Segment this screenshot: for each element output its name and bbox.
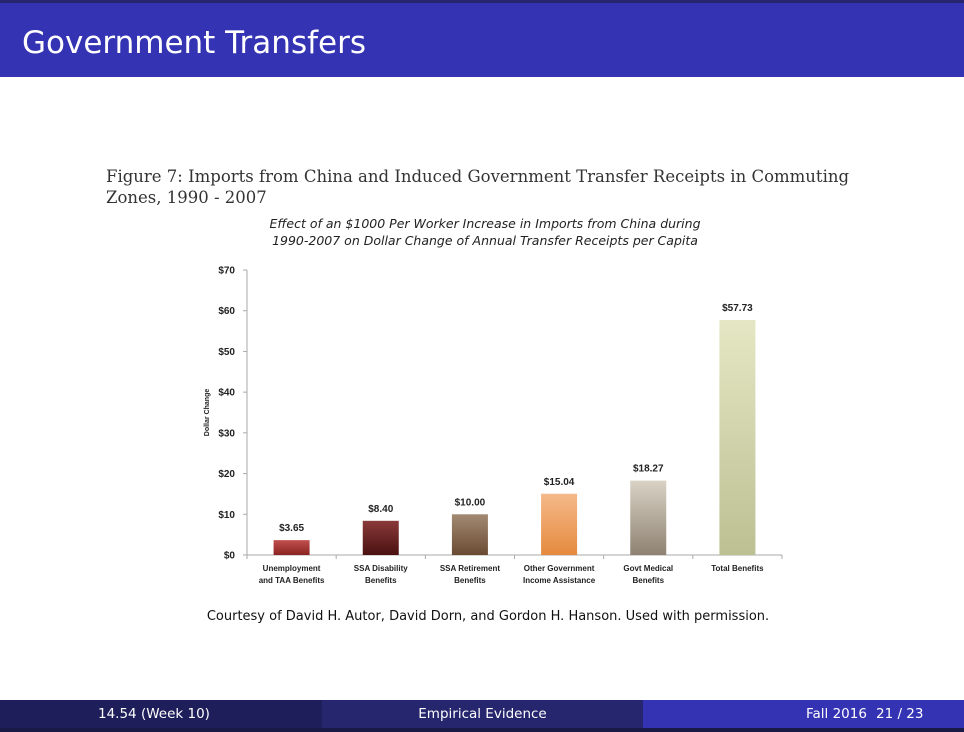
footer-bottom-line [0, 728, 964, 732]
bar [273, 540, 310, 555]
footer-left: 14.54 (Week 10) [0, 700, 322, 728]
bar [362, 520, 399, 555]
figure-caption: Figure 7: Imports from China and Induced… [106, 167, 850, 207]
y-tick-label: $20 [218, 469, 235, 480]
bar [719, 319, 756, 555]
data-label: $8.40 [368, 504, 393, 515]
category-label: Unemployment [263, 564, 321, 573]
category-label: Benefits [454, 576, 486, 585]
y-tick-label: $60 [218, 306, 235, 317]
category-label: SSA Retirement [440, 564, 501, 573]
bar-chart: $0 $10 $20 $30 $40 $50 $60 $70 Dollar Change $3.6… [204, 266, 783, 585]
data-label: $10.00 [455, 497, 486, 508]
y-tick-label: $40 [218, 388, 235, 399]
chart-title: Effect of an $1000 Per Worker Increase i… [269, 216, 701, 248]
y-tick-label: $0 [224, 551, 236, 562]
footer: 14.54 (Week 10) Empirical Evidence Fall … [0, 700, 964, 732]
y-axis-title: Dollar Change [204, 389, 211, 437]
data-label: $3.65 [279, 523, 304, 534]
footer-page-number: 21 / 23 [876, 706, 924, 722]
y-tick-label: $10 [218, 510, 235, 521]
y-tick-label: $50 [218, 347, 235, 358]
category-label: Benefits [632, 576, 664, 585]
category-label: Income Assistance [523, 576, 596, 585]
courtesy-note: Courtesy of David H. Autor, David Dorn, … [206, 609, 770, 624]
category-label: SSA Disability [354, 564, 408, 573]
data-label: $18.27 [633, 464, 664, 475]
slide-title: Government Transfers [22, 25, 366, 61]
bar [630, 480, 667, 555]
bar [541, 493, 578, 555]
bar [451, 514, 488, 555]
y-tick-label: $70 [218, 266, 235, 277]
footer-term: Fall 2016 [806, 706, 867, 722]
y-tick-label: $30 [218, 428, 235, 439]
category-label: and TAA Benefits [259, 576, 325, 585]
category-label: Govt Medical [623, 564, 673, 573]
footer-center: Empirical Evidence [322, 700, 643, 728]
footer-section: Empirical Evidence [418, 706, 547, 722]
category-label: Total Benefits [711, 564, 764, 573]
title-bar: Government Transfers [0, 3, 964, 77]
footer-course: 14.54 (Week 10) [98, 706, 210, 722]
top-edge [0, 0, 964, 3]
footer-right: Fall 2016 21 / 23 [643, 700, 964, 728]
category-label: Benefits [365, 576, 397, 585]
data-label: $57.73 [722, 303, 753, 314]
data-label: $15.04 [544, 477, 575, 488]
category-label: Other Government [524, 564, 595, 573]
